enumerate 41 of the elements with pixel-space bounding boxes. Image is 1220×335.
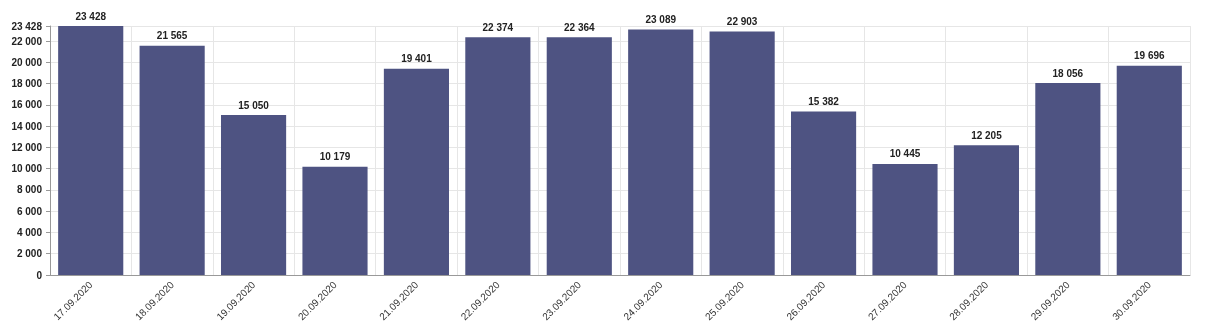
- bar: [628, 29, 694, 275]
- data-label: 22 374: [482, 21, 514, 33]
- data-label: 22 903: [726, 16, 758, 28]
- bar: [58, 26, 124, 275]
- data-label: 23 428: [75, 10, 107, 22]
- data-label: 18 056: [1052, 67, 1084, 79]
- bar: [1116, 65, 1182, 275]
- bar: [546, 37, 612, 275]
- y-tick-label: 2 000: [16, 248, 43, 260]
- bar: [872, 163, 938, 275]
- y-tick-label: 16 000: [11, 99, 43, 111]
- data-label: 12 205: [971, 129, 1003, 141]
- y-tick-label: 4 000: [16, 226, 43, 238]
- bar: [1035, 83, 1101, 275]
- y-tick-label: 6 000: [16, 205, 43, 217]
- data-label: 22 364: [563, 21, 596, 33]
- data-label: 19 696: [1133, 50, 1166, 62]
- bar: [221, 115, 287, 275]
- data-label: 10 179: [319, 151, 351, 163]
- data-label: 21 565: [156, 30, 188, 42]
- y-tick-label: 18 000: [11, 78, 43, 90]
- data-label: 23 089: [645, 14, 677, 26]
- bar: [139, 45, 205, 275]
- bar: [709, 31, 775, 275]
- data-label: 10 445: [889, 148, 921, 160]
- y-tick-label: 22 000: [11, 35, 43, 47]
- y-tick-label: 8 000: [16, 184, 43, 196]
- bar: [953, 145, 1019, 275]
- y-tick-label: 12 000: [11, 141, 43, 153]
- y-tick-label: 14 000: [11, 120, 43, 132]
- y-tick-label: 0: [36, 269, 43, 281]
- data-label: 15 050: [238, 99, 270, 111]
- y-tick-label: 10 000: [11, 163, 43, 175]
- y-tick-label: 23 428: [11, 20, 43, 32]
- bar: [302, 166, 368, 275]
- data-label: 19 401: [401, 53, 433, 65]
- y-tick-label: 20 000: [11, 56, 43, 68]
- bar: [791, 111, 857, 275]
- data-label: 15 382: [808, 96, 840, 108]
- bar: [465, 37, 531, 275]
- bar: [383, 68, 449, 275]
